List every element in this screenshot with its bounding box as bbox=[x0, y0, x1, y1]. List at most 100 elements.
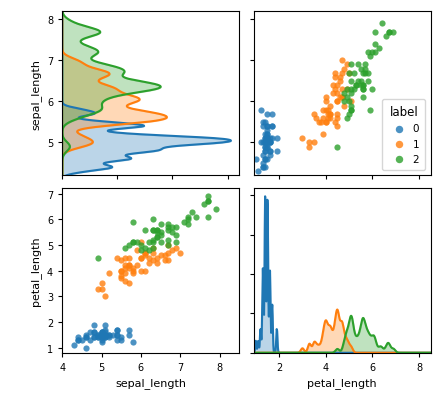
1 bbox=[329, 83, 336, 89]
0 bbox=[252, 156, 259, 163]
Point bbox=[130, 239, 137, 246]
1 bbox=[334, 99, 341, 105]
2 bbox=[348, 79, 355, 85]
Point bbox=[185, 222, 192, 228]
2 bbox=[366, 54, 373, 60]
Y-axis label: sepal_length: sepal_length bbox=[31, 59, 41, 130]
Point bbox=[145, 255, 152, 261]
Point bbox=[149, 217, 156, 223]
Point bbox=[130, 268, 137, 274]
Point bbox=[181, 219, 188, 225]
0 bbox=[262, 140, 269, 146]
1 bbox=[299, 136, 306, 142]
Point bbox=[165, 222, 172, 228]
Point bbox=[126, 263, 133, 269]
0 bbox=[262, 140, 269, 146]
Point bbox=[173, 239, 180, 246]
Point bbox=[74, 334, 81, 341]
Point bbox=[137, 255, 144, 261]
Point bbox=[126, 255, 133, 261]
0 bbox=[262, 144, 269, 150]
1 bbox=[341, 103, 348, 109]
1 bbox=[325, 115, 332, 122]
2 bbox=[348, 62, 355, 69]
1 bbox=[338, 95, 345, 101]
Point bbox=[122, 255, 129, 261]
1 bbox=[332, 119, 339, 126]
Point bbox=[165, 257, 172, 264]
0 bbox=[257, 140, 264, 146]
Point bbox=[165, 224, 172, 231]
Point bbox=[149, 245, 156, 251]
0 bbox=[259, 119, 266, 126]
X-axis label: sepal_length: sepal_length bbox=[115, 377, 186, 388]
1 bbox=[334, 91, 341, 97]
Point bbox=[118, 337, 125, 343]
Point bbox=[90, 334, 97, 341]
Point bbox=[130, 219, 137, 225]
Point bbox=[82, 334, 89, 341]
Point bbox=[122, 265, 129, 271]
2 bbox=[364, 79, 371, 85]
1 bbox=[327, 111, 334, 117]
1 bbox=[322, 119, 329, 126]
Point bbox=[114, 332, 121, 338]
1 bbox=[338, 58, 345, 65]
2 bbox=[353, 83, 360, 89]
1 bbox=[327, 111, 334, 117]
Point bbox=[149, 245, 156, 251]
Point bbox=[141, 252, 148, 259]
0 bbox=[262, 136, 269, 142]
Point bbox=[177, 250, 184, 256]
Point bbox=[130, 270, 137, 277]
Point bbox=[173, 232, 180, 238]
Point bbox=[157, 229, 164, 236]
Point bbox=[153, 235, 160, 241]
0 bbox=[264, 144, 271, 150]
Point bbox=[145, 247, 152, 254]
0 bbox=[264, 136, 271, 142]
Point bbox=[130, 265, 137, 271]
Point bbox=[102, 332, 109, 338]
Point bbox=[82, 332, 89, 338]
0 bbox=[259, 164, 266, 171]
Point bbox=[118, 273, 125, 279]
1 bbox=[320, 132, 327, 138]
Point bbox=[126, 332, 133, 338]
Point bbox=[78, 337, 85, 343]
2 bbox=[364, 70, 371, 77]
Point bbox=[157, 232, 164, 238]
Point bbox=[106, 270, 113, 277]
Point bbox=[114, 332, 121, 338]
1 bbox=[338, 87, 345, 93]
0 bbox=[269, 124, 276, 130]
Point bbox=[74, 337, 81, 343]
0 bbox=[262, 148, 269, 154]
Point bbox=[137, 255, 144, 261]
Point bbox=[141, 245, 148, 251]
Point bbox=[133, 239, 140, 246]
0 bbox=[262, 148, 269, 154]
Point bbox=[169, 247, 176, 254]
Point bbox=[82, 344, 89, 351]
Point bbox=[157, 239, 164, 246]
Point bbox=[90, 322, 97, 328]
Point bbox=[122, 263, 129, 269]
0 bbox=[264, 124, 271, 130]
Point bbox=[145, 260, 152, 267]
Point bbox=[169, 224, 176, 231]
0 bbox=[259, 140, 266, 146]
0 bbox=[266, 148, 274, 154]
2 bbox=[369, 50, 376, 56]
2 bbox=[348, 103, 355, 109]
X-axis label: petal_length: petal_length bbox=[307, 377, 377, 388]
Point bbox=[102, 327, 109, 333]
Point bbox=[98, 281, 105, 287]
Point bbox=[82, 334, 89, 341]
2 bbox=[360, 83, 367, 89]
2 bbox=[383, 33, 390, 40]
Point bbox=[130, 239, 137, 246]
2 bbox=[355, 62, 362, 69]
Point bbox=[98, 339, 105, 346]
0 bbox=[259, 160, 266, 167]
